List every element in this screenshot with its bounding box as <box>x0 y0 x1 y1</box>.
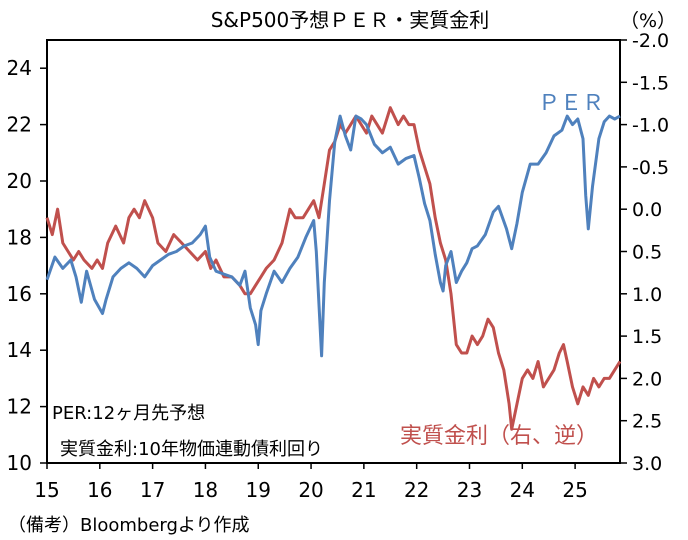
x-axis: 15 16 17 18 19 20 21 22 23 24 25 <box>34 463 588 502</box>
x-tick-label: 21 <box>351 478 376 502</box>
x-tick-label: 16 <box>87 478 112 502</box>
source-note: （備考）Bloombergより作成 <box>8 515 250 536</box>
x-tick-label: 20 <box>298 478 323 502</box>
right-tick-label: 1.5 <box>632 326 662 348</box>
left-axis: 24 22 20 18 16 14 12 10 <box>7 56 47 475</box>
plot-frame <box>46 39 621 464</box>
right-tick-label: -2.0 <box>632 30 669 52</box>
x-tick-label: 15 <box>34 478 59 502</box>
right-tick-label: 2.5 <box>632 411 662 433</box>
right-tick-label: 1.0 <box>632 284 662 306</box>
x-tick-label: 25 <box>562 478 587 502</box>
left-tick-label: 16 <box>7 282 32 306</box>
left-tick-label: 20 <box>7 169 32 193</box>
left-tick-label: 14 <box>7 338 32 362</box>
left-tick-label: 24 <box>7 56 32 80</box>
per-series-label: ＰＥＲ <box>538 91 604 116</box>
real-rate-note: 実質金利:10年物価連動債利回り <box>60 439 323 460</box>
right-tick-label: -1.0 <box>632 115 669 137</box>
left-tick-label: 18 <box>7 225 32 249</box>
right-tick-label: 0.0 <box>632 199 662 221</box>
right-tick-label: 0.5 <box>632 242 662 264</box>
x-tick-label: 22 <box>404 478 429 502</box>
x-tick-label: 17 <box>140 478 165 502</box>
real-rate-series-label: 実質金利（右、逆） <box>400 424 598 449</box>
x-tick-label: 23 <box>457 478 482 502</box>
left-tick-label: 12 <box>7 395 32 419</box>
right-axis-unit: （%） <box>620 10 676 32</box>
right-tick-label: 3.0 <box>632 453 662 475</box>
left-tick-label: 10 <box>7 451 32 475</box>
x-tick-label: 24 <box>510 478 535 502</box>
per-note: PER:12ヶ月先予想 <box>52 403 205 424</box>
right-tick-label: -1.5 <box>632 72 669 94</box>
right-tick-label: 2.0 <box>632 368 662 390</box>
right-tick-label: -0.5 <box>632 157 669 179</box>
x-tick-label: 18 <box>193 478 218 502</box>
left-tick-label: 22 <box>7 113 32 137</box>
right-axis: -2.0 -1.5 -1.0 -0.5 0.0 0.5 1.0 1.5 2.0 2.5 3.0 <box>620 30 669 475</box>
x-tick-label: 19 <box>246 478 271 502</box>
per-series-line <box>45 114 621 358</box>
chart-title: S&P500予想ＰＥＲ・実質金利 <box>211 8 490 32</box>
